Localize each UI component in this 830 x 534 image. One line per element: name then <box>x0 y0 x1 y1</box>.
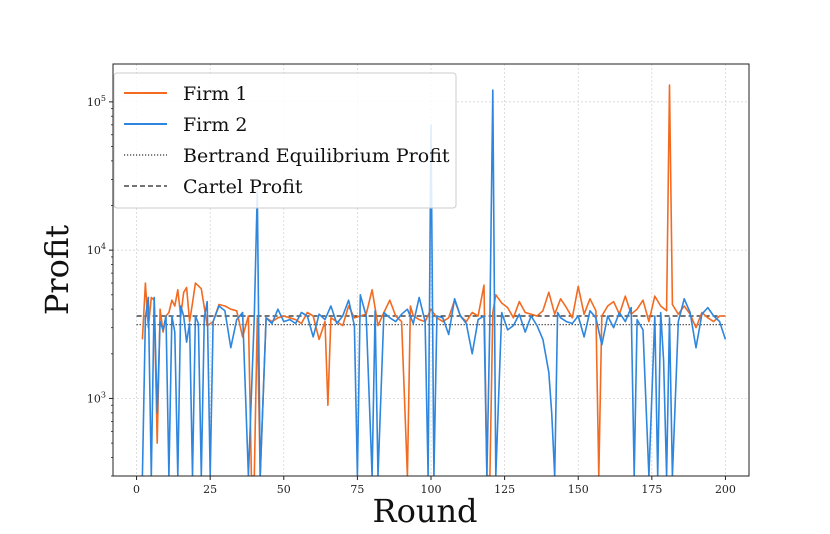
legend-box <box>113 72 457 209</box>
legend-label: Firm 2 <box>183 114 248 136</box>
y-tick-label: 105 <box>87 94 106 109</box>
legend: Firm 1 Firm 2 Bertrand Equilibrium Profit C… <box>113 72 457 209</box>
x-tick-label: 200 <box>715 483 736 496</box>
legend-label: Cartel Profit <box>183 176 303 198</box>
series-line-2 <box>141 89 727 476</box>
y-axis-title: Profit <box>38 225 76 315</box>
x-tick-label: 0 <box>133 483 140 496</box>
y-axis: 103 104 105 <box>87 94 113 477</box>
series-line-1 <box>141 84 726 476</box>
series-layer <box>136 84 727 476</box>
x-tick-label: 125 <box>494 483 515 496</box>
x-axis-title: Round <box>372 492 477 530</box>
x-axis: 0 25 50 75 100 125 150 175 200 <box>133 476 736 496</box>
x-tick-label: 150 <box>568 483 589 496</box>
y-tick-label: 104 <box>87 242 106 257</box>
legend-label: Bertrand Equilibrium Profit <box>183 145 450 167</box>
legend-label: Firm 1 <box>183 83 248 105</box>
x-tick-label: 100 <box>421 483 442 496</box>
y-tick-label: 103 <box>87 390 106 405</box>
x-tick-label: 175 <box>641 483 662 496</box>
x-tick-label: 25 <box>203 483 217 496</box>
x-tick-label: 75 <box>350 483 364 496</box>
x-tick-label: 50 <box>277 483 291 496</box>
